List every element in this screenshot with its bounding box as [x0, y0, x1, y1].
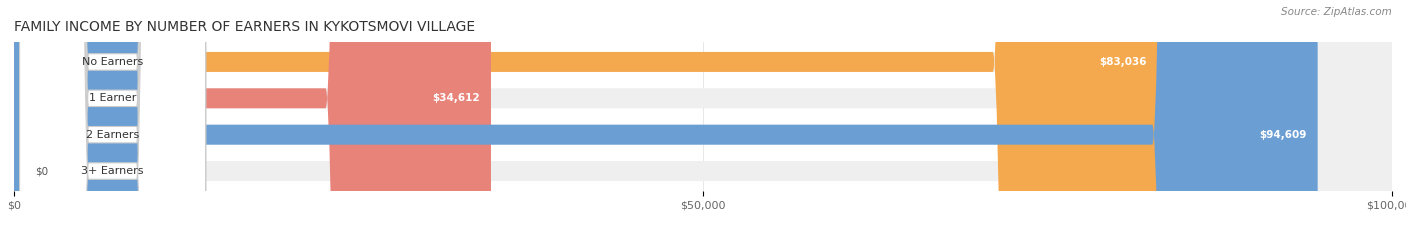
FancyBboxPatch shape	[20, 0, 205, 233]
FancyBboxPatch shape	[14, 0, 1159, 233]
FancyBboxPatch shape	[14, 0, 1317, 233]
Text: $94,609: $94,609	[1260, 130, 1306, 140]
Text: 1 Earner: 1 Earner	[89, 93, 136, 103]
Text: 2 Earners: 2 Earners	[86, 130, 139, 140]
FancyBboxPatch shape	[14, 0, 1392, 233]
Text: $0: $0	[35, 166, 48, 176]
Text: FAMILY INCOME BY NUMBER OF EARNERS IN KYKOTSMOVI VILLAGE: FAMILY INCOME BY NUMBER OF EARNERS IN KY…	[14, 20, 475, 34]
FancyBboxPatch shape	[20, 0, 205, 233]
Text: $83,036: $83,036	[1099, 57, 1147, 67]
FancyBboxPatch shape	[20, 0, 205, 233]
Text: Source: ZipAtlas.com: Source: ZipAtlas.com	[1281, 7, 1392, 17]
Text: No Earners: No Earners	[82, 57, 143, 67]
FancyBboxPatch shape	[14, 0, 491, 233]
FancyBboxPatch shape	[14, 0, 1392, 233]
FancyBboxPatch shape	[14, 0, 1392, 233]
Text: 3+ Earners: 3+ Earners	[82, 166, 143, 176]
FancyBboxPatch shape	[20, 0, 205, 233]
Text: $34,612: $34,612	[432, 93, 479, 103]
FancyBboxPatch shape	[14, 0, 1392, 233]
